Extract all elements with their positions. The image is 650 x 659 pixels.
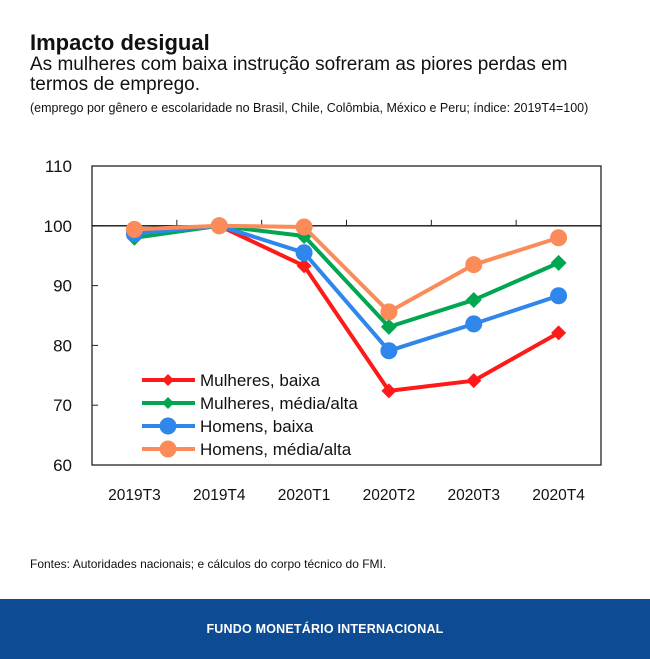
legend-label: Homens, baixa bbox=[200, 417, 314, 436]
y-tick-label: 90 bbox=[53, 277, 72, 296]
y-tick-label: 110 bbox=[45, 157, 72, 176]
data-point bbox=[295, 218, 313, 236]
x-tick-label: 2020T1 bbox=[278, 487, 331, 504]
plot-frame bbox=[91, 165, 602, 466]
chart-subtitle: As mulheres com baixa instrução sofreram… bbox=[30, 54, 568, 95]
footer-banner: FUNDO MONETÁRIO INTERNACIONAL bbox=[0, 599, 650, 659]
series-line bbox=[134, 223, 560, 329]
data-point bbox=[380, 342, 398, 360]
y-tick-label: 80 bbox=[53, 336, 72, 355]
chart-note: (emprego por gênero e escolaridade no Br… bbox=[30, 101, 589, 115]
y-tick-label: 100 bbox=[44, 217, 72, 236]
data-point bbox=[296, 258, 312, 274]
y-tick-label: 70 bbox=[53, 396, 72, 415]
legend-marker bbox=[159, 440, 177, 458]
legend-marker bbox=[159, 417, 177, 435]
series-line bbox=[134, 223, 560, 353]
data-point bbox=[550, 229, 568, 247]
source-note: Fontes: Autoridades nacionais; e cálculo… bbox=[30, 557, 387, 571]
line-chart: 60 70 80 90 100 110 2019T3 2019T4 2020T1 2020T2 20… bbox=[44, 157, 602, 504]
legend-label: Mulheres, baixa bbox=[200, 371, 321, 390]
x-tick-label: 2020T4 bbox=[532, 487, 585, 504]
x-tick-label: 2020T2 bbox=[363, 487, 416, 504]
legend-marker bbox=[162, 374, 174, 386]
x-tick-label: 2019T4 bbox=[193, 487, 246, 504]
data-point bbox=[295, 244, 313, 262]
series-line bbox=[134, 223, 560, 393]
data-point bbox=[551, 325, 567, 341]
series-line bbox=[134, 223, 560, 314]
chart-title: Impacto desigual bbox=[30, 30, 210, 55]
data-point bbox=[125, 220, 143, 238]
data-point bbox=[465, 291, 482, 308]
data-point bbox=[466, 373, 482, 389]
data-point bbox=[380, 303, 398, 321]
data-point bbox=[381, 383, 397, 399]
data-point bbox=[550, 287, 568, 305]
legend-label: Homens, média/alta bbox=[200, 440, 352, 459]
data-point bbox=[210, 217, 228, 235]
y-tick-label: 60 bbox=[53, 456, 72, 475]
legend-label: Mulheres, média/alta bbox=[200, 394, 358, 413]
data-point bbox=[465, 315, 483, 333]
data-point bbox=[550, 254, 567, 271]
x-tick-label: 2019T3 bbox=[108, 487, 161, 504]
data-point bbox=[465, 256, 483, 274]
x-tick-label: 2020T3 bbox=[447, 487, 500, 504]
data-point bbox=[380, 318, 397, 335]
legend-marker bbox=[162, 397, 174, 409]
